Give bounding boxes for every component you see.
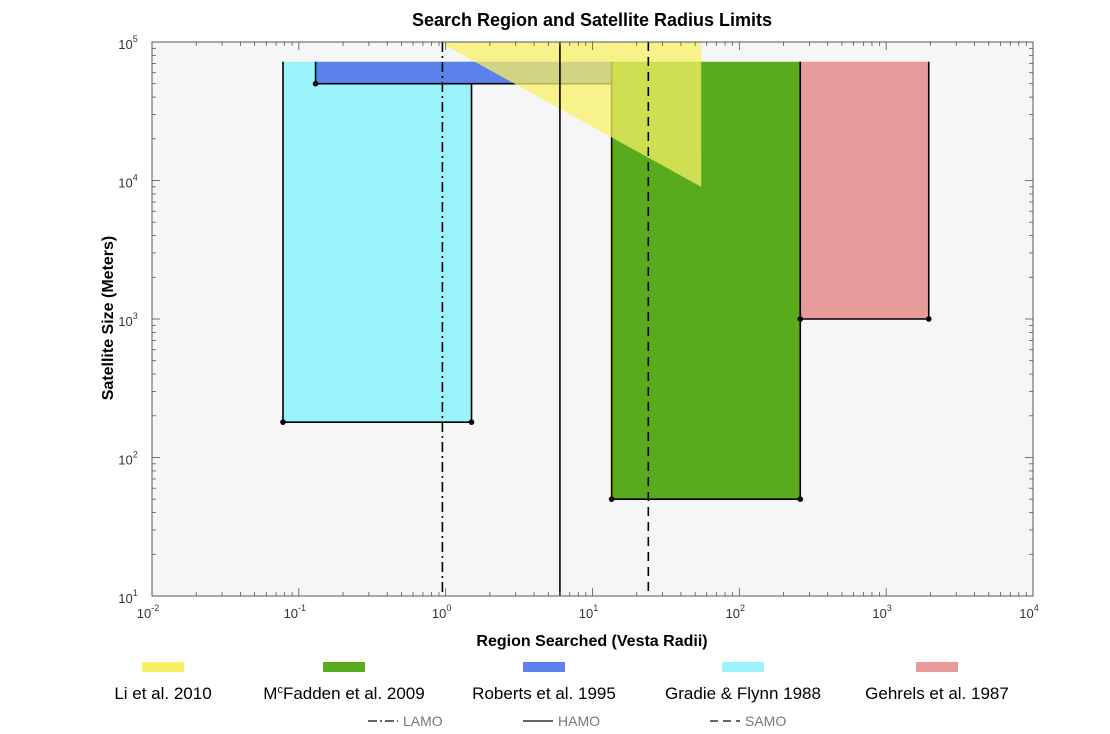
series-gradie-flynn-1988-fill	[282, 61, 472, 423]
reference-line-legend: LAMO HAMO SAMO	[368, 713, 786, 729]
legend-label-text: Li et al. 2010	[114, 684, 211, 703]
legend-label: McFadden et al. 2009	[263, 684, 424, 703]
x-tick-base: 10	[579, 606, 593, 621]
legend-swatch	[916, 662, 958, 672]
x-tick-base: 10	[284, 606, 298, 621]
x-tick-exp: -2	[151, 603, 159, 613]
x-tick-label: 10-1	[284, 603, 306, 621]
series-li-et-al-2010-fill	[438, 42, 702, 187]
y-tick-label: 104	[118, 173, 137, 191]
x-axis-label: Region Searched (Vesta Radii)	[476, 633, 707, 650]
y-tick-base: 10	[118, 37, 132, 52]
y-tick-exp: 2	[133, 450, 138, 460]
y-axis-label: Satellite Size (Meters)	[100, 236, 117, 401]
x-tick-label: 103	[872, 603, 891, 621]
series-gehrels-et-al-1987-edge	[799, 61, 930, 320]
x-tick-base: 10	[432, 606, 446, 621]
x-tick-exp: 3	[887, 603, 892, 613]
x-tick-label: 101	[579, 603, 598, 621]
x-tick-base: 10	[726, 606, 740, 621]
series-mcfadden-et-al-2009-corner-point	[608, 496, 615, 502]
x-tick-base: 10	[1019, 606, 1033, 621]
legend-label-text: Roberts et al. 1995	[472, 684, 616, 703]
x-tick-base: 10	[872, 606, 886, 621]
legend-swatch	[722, 662, 764, 672]
y-tick-base: 10	[118, 176, 132, 191]
ref-legend-label: HAMO	[558, 713, 600, 729]
legend-label: Gradie & Flynn 1988	[665, 684, 821, 703]
series-mcfadden-et-al-2009-corner-point	[797, 496, 804, 502]
series-group	[280, 42, 932, 596]
legend-label-text: Gehrels et al. 1987	[865, 684, 1009, 703]
ref-legend-label: SAMO	[745, 713, 786, 729]
y-tick-label: 102	[118, 450, 137, 468]
y-tick-exp: 4	[133, 173, 138, 183]
series-gehrels-et-al-1987-corner-point	[925, 316, 932, 322]
x-tick-exp: 2	[740, 603, 745, 613]
x-tick-exp: -1	[298, 603, 306, 613]
y-tick-base: 10	[118, 453, 132, 468]
y-tick-base: 10	[118, 591, 132, 606]
legend-label-text: M	[263, 684, 277, 703]
x-tick-label: 10-2	[137, 603, 159, 621]
legend-label-suffix: Fadden et al. 2009	[283, 684, 425, 703]
series-gradie-flynn-1988-corner-point	[280, 419, 286, 425]
series-roberts-et-al-1995-corner-point	[312, 80, 319, 87]
legend-label-sup: c	[277, 684, 283, 696]
series-gradie-flynn-1988-edge	[282, 61, 473, 423]
series-gehrels-et-al-1987-fill	[800, 61, 929, 319]
x-tick-exp: 0	[446, 603, 451, 613]
y-tick-exp: 5	[133, 34, 138, 44]
series-gehrels-et-al-1987-corner-point	[797, 316, 804, 322]
x-tick-exp: 1	[593, 603, 598, 613]
ref-legend-label: LAMO	[403, 713, 443, 729]
chart-title: Search Region and Satellite Radius Limit…	[412, 10, 772, 30]
legend-swatch	[323, 662, 365, 672]
legend: Li et al. 2010 McFadden et al. 2009 Robert…	[114, 662, 1009, 703]
x-tick-exp: 4	[1034, 603, 1039, 613]
legend-swatch	[142, 662, 184, 672]
legend-label: Gehrels et al. 1987	[865, 684, 1009, 703]
x-tick-label: 102	[726, 603, 745, 621]
x-tick-base: 10	[137, 606, 151, 621]
legend-label-text: Gradie & Flynn 1988	[665, 684, 821, 703]
y-tick-label: 105	[118, 34, 137, 52]
legend-swatch	[523, 662, 565, 672]
y-tick-exp: 1	[133, 588, 138, 598]
y-tick-base: 10	[118, 314, 132, 329]
y-tick-label: 101	[118, 588, 137, 606]
legend-label: Li et al. 2010	[114, 684, 211, 703]
x-tick-label: 100	[432, 603, 451, 621]
ticks-group	[151, 42, 1034, 597]
y-tick-exp: 3	[133, 311, 138, 321]
x-tick-label: 104	[1019, 603, 1038, 621]
y-tick-label: 103	[118, 311, 137, 329]
legend-label: Roberts et al. 1995	[472, 684, 616, 703]
series-gradie-flynn-1988-corner-point	[468, 419, 475, 425]
